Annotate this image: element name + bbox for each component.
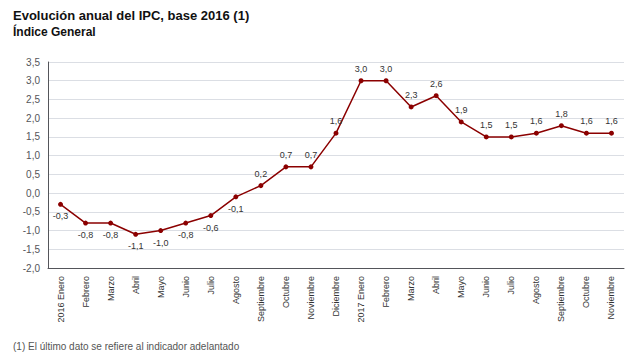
svg-text:Agosto: Agosto bbox=[231, 276, 241, 304]
svg-text:1,9: 1,9 bbox=[455, 105, 468, 115]
svg-text:-0,8: -0,8 bbox=[103, 230, 119, 240]
svg-text:(1) El último dato se refiere: (1) El último dato se refiere al indicad… bbox=[13, 341, 240, 352]
svg-text:Abril: Abril bbox=[431, 276, 441, 294]
svg-text:-0,8: -0,8 bbox=[78, 230, 94, 240]
svg-text:Marzo: Marzo bbox=[406, 276, 416, 301]
svg-text:-1,1: -1,1 bbox=[128, 241, 144, 251]
svg-text:-2,0: -2,0 bbox=[23, 263, 41, 274]
svg-text:3,0: 3,0 bbox=[380, 64, 393, 74]
svg-text:0,7: 0,7 bbox=[305, 150, 318, 160]
svg-text:Septiembre: Septiembre bbox=[256, 276, 266, 322]
svg-text:2,0: 2,0 bbox=[26, 113, 40, 124]
svg-text:Mayo: Mayo bbox=[156, 276, 166, 298]
svg-text:2016 Enero: 2016 Enero bbox=[56, 276, 66, 323]
svg-text:2,5: 2,5 bbox=[26, 94, 40, 105]
svg-text:1,0: 1,0 bbox=[26, 150, 40, 161]
svg-text:Septiembre: Septiembre bbox=[556, 276, 566, 322]
svg-text:Índice General: Índice General bbox=[13, 24, 96, 39]
svg-text:-0,5: -0,5 bbox=[23, 206, 41, 217]
svg-text:-0,3: -0,3 bbox=[53, 211, 69, 221]
svg-text:-0,8: -0,8 bbox=[178, 230, 194, 240]
svg-text:2,6: 2,6 bbox=[430, 79, 443, 89]
svg-text:1,5: 1,5 bbox=[26, 131, 40, 142]
svg-text:-1,0: -1,0 bbox=[23, 225, 41, 236]
svg-text:0,7: 0,7 bbox=[280, 150, 293, 160]
svg-text:Junio: Junio bbox=[481, 276, 491, 298]
svg-text:-0,1: -0,1 bbox=[228, 204, 244, 214]
svg-text:1,5: 1,5 bbox=[480, 120, 493, 130]
svg-text:0,0: 0,0 bbox=[26, 188, 40, 199]
svg-text:1,6: 1,6 bbox=[580, 116, 593, 126]
svg-text:1,8: 1,8 bbox=[555, 109, 568, 119]
svg-text:2,3: 2,3 bbox=[405, 90, 418, 100]
svg-text:Octubre: Octubre bbox=[581, 276, 591, 308]
svg-text:Diciembre: Diciembre bbox=[331, 276, 341, 317]
svg-text:0,5: 0,5 bbox=[26, 169, 40, 180]
svg-text:2017 Enero: 2017 Enero bbox=[356, 276, 366, 323]
svg-text:-1,0: -1,0 bbox=[153, 238, 169, 248]
svg-text:-0,6: -0,6 bbox=[203, 223, 219, 233]
svg-text:3,0: 3,0 bbox=[355, 64, 368, 74]
svg-text:3,5: 3,5 bbox=[26, 57, 40, 68]
svg-text:3,0: 3,0 bbox=[26, 75, 40, 86]
svg-text:Abril: Abril bbox=[131, 276, 141, 294]
svg-text:0,2: 0,2 bbox=[255, 169, 268, 179]
svg-text:1,6: 1,6 bbox=[530, 116, 543, 126]
svg-text:Febrero: Febrero bbox=[81, 276, 91, 308]
svg-text:1,5: 1,5 bbox=[505, 120, 518, 130]
svg-text:Evolución anual del IPC, base: Evolución anual del IPC, base 2016 (1) bbox=[13, 8, 249, 23]
svg-text:1,6: 1,6 bbox=[605, 116, 618, 126]
svg-text:Mayo: Mayo bbox=[456, 276, 466, 298]
svg-text:Octubre: Octubre bbox=[281, 276, 291, 308]
svg-text:Noviembre: Noviembre bbox=[306, 276, 316, 320]
svg-text:-1,5: -1,5 bbox=[23, 244, 41, 255]
svg-text:Febrero: Febrero bbox=[381, 276, 391, 308]
svg-text:Agosto: Agosto bbox=[531, 276, 541, 304]
svg-text:Noviembre: Noviembre bbox=[606, 276, 616, 320]
svg-text:Junio: Junio bbox=[181, 276, 191, 298]
svg-text:Julio: Julio bbox=[506, 276, 516, 295]
svg-text:Julio: Julio bbox=[206, 276, 216, 295]
svg-text:Marzo: Marzo bbox=[106, 276, 116, 301]
svg-text:1,6: 1,6 bbox=[330, 116, 343, 126]
